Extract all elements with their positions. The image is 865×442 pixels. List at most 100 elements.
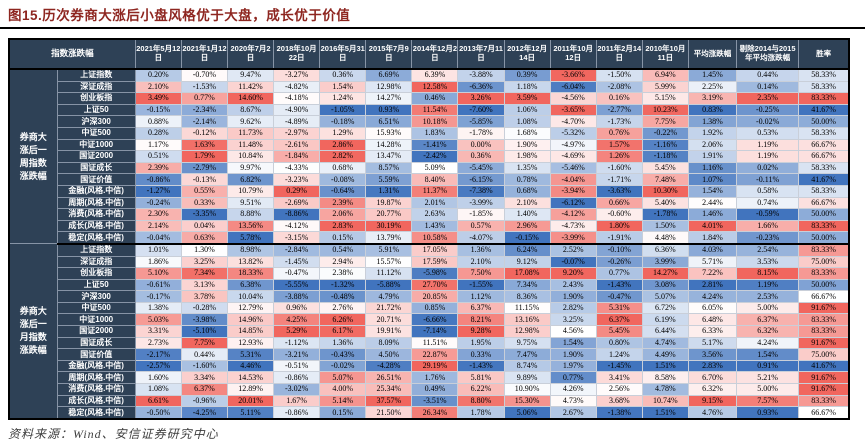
value-cell: 0.85%: [411, 301, 459, 315]
table-row: 深证成指 2.10% -1.53% 11.42% -4.82% 1.54% 12.98% 12…: [9, 80, 850, 94]
win-rate-cell: 66.67%: [798, 138, 850, 152]
value-cell: 3.41%: [595, 371, 643, 385]
value-cell: -3.21%: [273, 348, 321, 361]
block-label: 券商大涨后一周指数涨跌幅: [19, 131, 47, 181]
value-cell: -1.78%: [641, 208, 689, 221]
value-cell: -0.12%: [180, 126, 228, 140]
value-cell: -2.69%: [273, 196, 321, 210]
row-label: 上证50: [56, 103, 136, 117]
table-row: 沪深300 0.88% -2.14% 9.62% -4.89% -0.18% 6.51% 10…: [9, 115, 850, 128]
row-label: 成长(风格.中信): [56, 394, 136, 408]
value-cell: 6.61%: [134, 394, 182, 408]
value-cell: 1.90%: [503, 138, 551, 152]
avg-cell: 1.91%: [687, 150, 738, 163]
value-cell: 4.73%: [549, 394, 597, 408]
value-cell: -4.82%: [273, 80, 321, 94]
value-cell: 20.85%: [411, 290, 459, 303]
value-cell: -0.64%: [319, 184, 367, 198]
value-cell: 2.73%: [134, 336, 182, 350]
table-row: 稳定(风格.中信) -0.04% 0.63% 5.78% -3.15% 0.15% 13.7…: [9, 231, 850, 245]
avg-ex-cell: 0.14%: [736, 80, 800, 94]
avg-ex-cell: 8.15%: [736, 267, 800, 280]
value-cell: -2.57%: [134, 359, 182, 373]
value-cell: -7.14%: [411, 325, 459, 338]
table-row: 上证50 -0.15% -2.34% 8.67% -4.90% -1.05% 0.93% 11…: [9, 103, 850, 117]
avg-ex-cell: 2.54%: [736, 243, 800, 257]
value-cell: 2.39%: [134, 161, 182, 175]
value-cell: 1.01%: [134, 243, 182, 257]
value-cell: 8.21%: [457, 313, 505, 327]
avg-ex-cell: 5.21%: [736, 371, 800, 385]
value-cell: -0.17%: [134, 290, 182, 303]
row-label: 国证2000: [56, 325, 136, 338]
win-rate-cell: 50.00%: [798, 231, 850, 245]
value-cell: 2.01%: [411, 196, 459, 210]
table-row: 消费(风格.中信) 2.30% -3.35% 8.88% -8.86% 2.06% 20.7…: [9, 208, 850, 221]
value-cell: 6.82%: [226, 173, 275, 186]
value-cell: 0.16%: [595, 92, 643, 105]
value-cell: -0.47%: [595, 290, 643, 303]
value-cell: -7.60%: [457, 103, 505, 117]
value-cell: 1.78%: [457, 406, 505, 420]
value-cell: 0.80%: [595, 336, 643, 350]
value-cell: -4.28%: [365, 359, 413, 373]
value-cell: 15.30%: [503, 394, 551, 408]
win-rate-cell: 83.33%: [798, 219, 850, 233]
value-cell: -5.10%: [180, 325, 228, 338]
value-cell: 10.18%: [411, 115, 459, 128]
value-cell: 4.56%: [549, 325, 597, 338]
value-cell: -0.61%: [134, 278, 182, 292]
value-cell: 1.63%: [180, 138, 228, 152]
value-cell: 5.59%: [365, 173, 413, 186]
value-cell: -2.84%: [273, 243, 321, 257]
row-label: 金融(风格.中信): [56, 184, 136, 198]
row-label: 成长(风格.中信): [56, 219, 136, 233]
avg-cell: 2.81%: [687, 278, 738, 292]
value-cell: 22.87%: [411, 348, 459, 361]
value-cell: 8.67%: [226, 103, 275, 117]
value-cell: 3.68%: [595, 394, 643, 408]
value-cell: 8.58%: [641, 371, 689, 385]
value-cell: 0.77%: [595, 267, 643, 280]
avg-ex-cell: 2.35%: [736, 92, 800, 105]
avg-cell: 6.33%: [687, 325, 738, 338]
avg-ex-cell: 3.53%: [736, 255, 800, 269]
value-cell: 8.36%: [503, 290, 551, 303]
value-cell: -6.66%: [411, 313, 459, 327]
value-cell: 0.46%: [411, 92, 459, 105]
value-cell: 1.83%: [411, 126, 459, 140]
value-cell: 9.47%: [226, 68, 275, 82]
table-row: 国证成长 2.73% 7.75% 12.93% -1.12% 1.36% 8.09% 11.5…: [9, 336, 850, 350]
date-column-header: 2021年5月12日: [134, 38, 182, 70]
value-cell: -1.45%: [595, 359, 643, 373]
table-row: 创业板指 3.49% 0.77% 14.60% -4.18% 1.24% 14.27% 0.4…: [9, 92, 850, 105]
value-cell: 7.75%: [641, 115, 689, 128]
win-rate-cell: 91.67%: [798, 336, 850, 350]
header-row: 指数涨跌幅 2021年5月12日 2021年1月12日 2020年7月2日 2018年1…: [8, 38, 850, 70]
value-cell: -3.65%: [549, 103, 597, 117]
value-cell: 0.76%: [595, 126, 643, 140]
block-label: 券商大涨后一月指数涨跌幅: [19, 306, 47, 356]
value-cell: 2.52%: [549, 243, 597, 257]
table-row: 成长(风格.中信) 2.14% 0.04% 13.56% -4.12% 2.83% 30.1…: [9, 219, 850, 233]
value-cell: 13.16%: [503, 313, 551, 327]
value-cell: 1.06%: [503, 103, 551, 117]
value-cell: 4.50%: [365, 348, 413, 361]
value-cell: -2.17%: [134, 348, 182, 361]
value-cell: 13.47%: [365, 150, 413, 163]
value-cell: 6.26%: [319, 313, 367, 327]
value-cell: 4.74%: [641, 336, 689, 350]
table-row: 上证50 -0.61% 3.13% 6.38% -5.55% -1.32% -5.88% 27…: [9, 278, 850, 292]
value-cell: 1.98%: [503, 150, 551, 163]
value-cell: 9.20%: [549, 267, 597, 280]
row-label: 创业板指: [56, 267, 136, 280]
value-cell: -7.38%: [457, 184, 505, 198]
date-column-header: 2014年12月2日: [411, 38, 459, 70]
value-cell: -1.60%: [595, 161, 643, 175]
value-cell: -3.99%: [457, 196, 505, 210]
value-cell: 21.50%: [365, 406, 413, 420]
row-label: 稳定(风格.中信): [56, 406, 136, 420]
value-cell: -0.86%: [273, 371, 321, 385]
value-cell: 17.05%: [411, 243, 459, 257]
value-cell: -3.15%: [273, 231, 321, 245]
